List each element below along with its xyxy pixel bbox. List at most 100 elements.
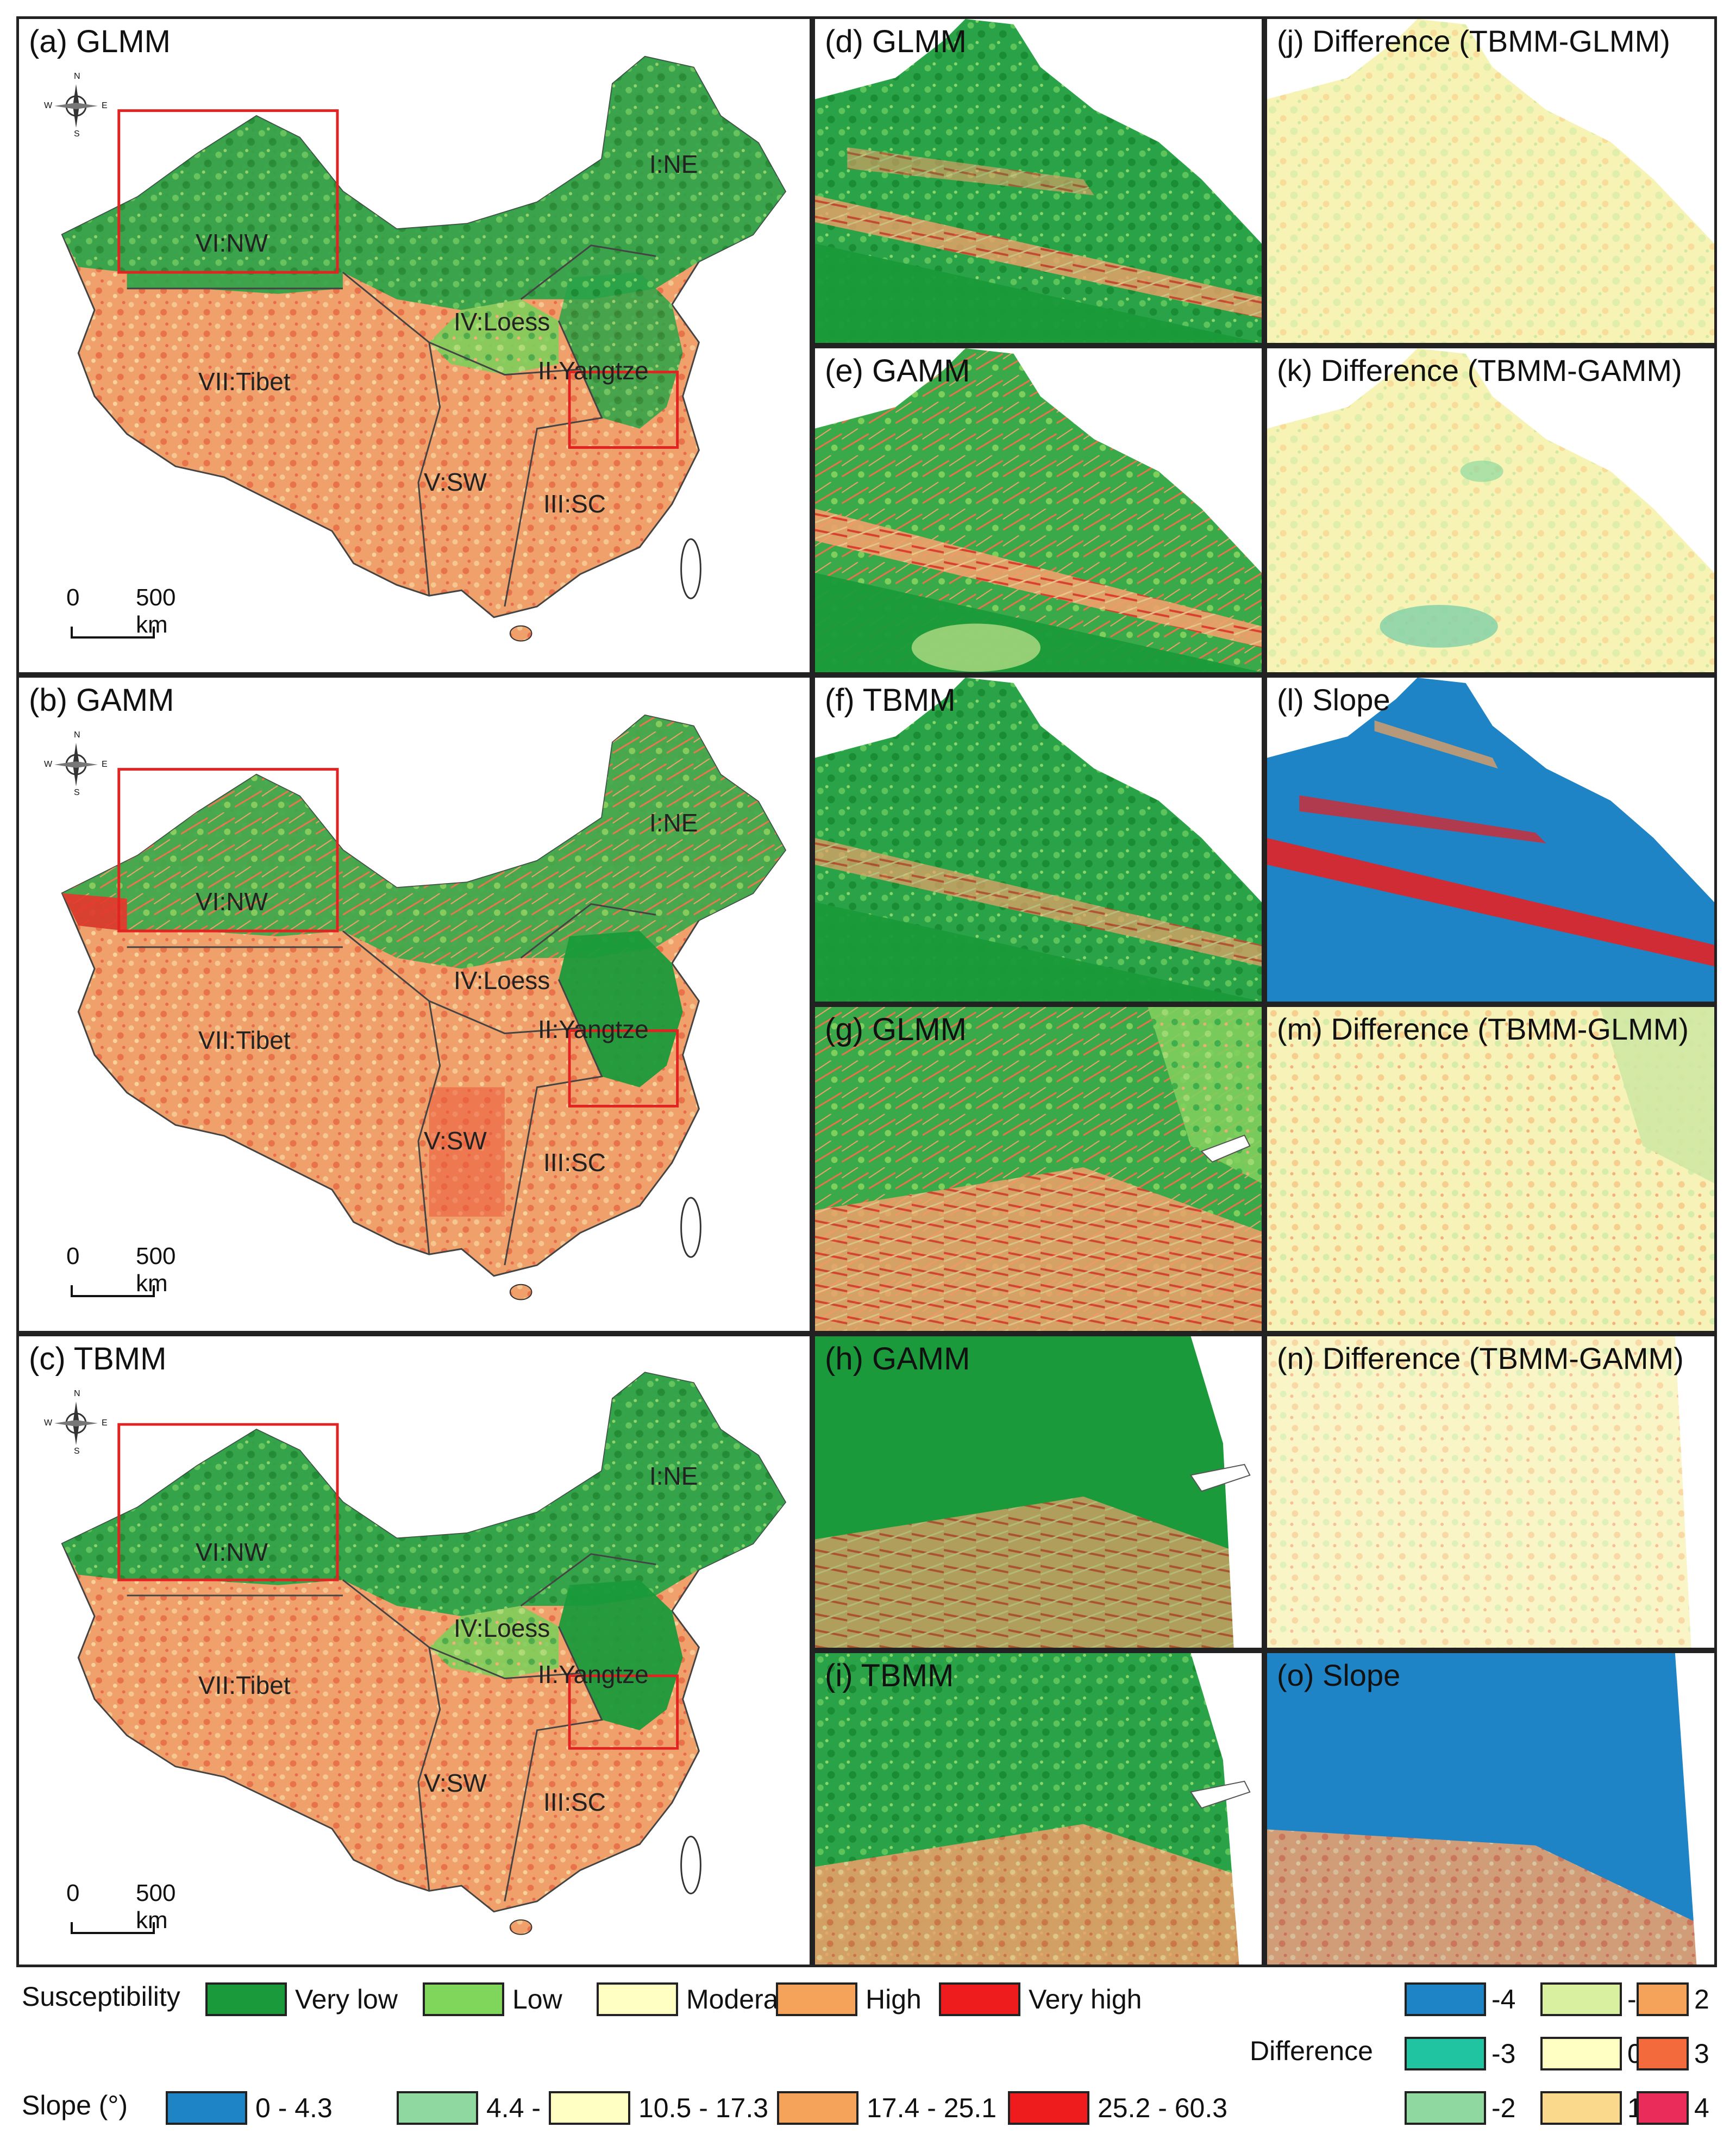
inset-panel-k: (k) Difference (TBMM-GAMM) bbox=[1264, 346, 1717, 675]
legend-slope-4-label: 25.2 - 60.3 bbox=[1098, 2093, 1228, 2123]
region-nw: VI:NW bbox=[196, 1538, 268, 1566]
legend-difference-6-label: 2 bbox=[1694, 1984, 1709, 2015]
inset-panel-l: (l) Slope bbox=[1264, 675, 1717, 1004]
compass-e: E bbox=[102, 1418, 108, 1428]
compass-n: N bbox=[74, 1389, 80, 1398]
legend-difference-8-swatch bbox=[1637, 2091, 1689, 2125]
legend-difference-7-label: 3 bbox=[1694, 2038, 1709, 2069]
compass-w: W bbox=[44, 101, 53, 110]
map-panel-b: (b) GAMM N S W E I:NE VI:NW IV:Loess II:… bbox=[16, 675, 812, 1334]
compass-e: E bbox=[102, 760, 108, 769]
legend-difference-5-swatch bbox=[1540, 2091, 1622, 2125]
legend-susceptibility-4-swatch bbox=[939, 1982, 1020, 2016]
panel-label-e: (e) GAMM bbox=[825, 353, 970, 389]
region-loess: IV:Loess bbox=[454, 966, 550, 994]
compass-n: N bbox=[74, 72, 80, 81]
inset-panel-g: (g) GLMM bbox=[812, 1004, 1264, 1334]
compass-icon: N S W E bbox=[44, 730, 108, 797]
region-loess: IV:Loess bbox=[454, 1614, 550, 1642]
panel-label-a: (a) GLMM bbox=[29, 24, 171, 59]
map-panel-c: (c) TBMM N S W E I:NE VI:NW IV:Loess II:… bbox=[16, 1334, 812, 1967]
legend-difference-2-label: -2 bbox=[1491, 2093, 1516, 2123]
region-tibet: VII:Tibet bbox=[198, 1671, 291, 1699]
scale-zero: 0 bbox=[66, 584, 80, 611]
inset-panel-f: (f) TBMM bbox=[812, 675, 1264, 1004]
region-sc: III:SC bbox=[543, 490, 606, 518]
inset-panel-h: (h) GAMM bbox=[812, 1334, 1264, 1650]
legend-susceptibility-0-label: Very low bbox=[295, 1984, 398, 2015]
legend-difference-4-swatch bbox=[1540, 2037, 1622, 2070]
legend-difference-8-label: 4 bbox=[1694, 2093, 1709, 2123]
map-panel-a: (a) GLMM N S W E I:NE VI:NW IV:Loess II:… bbox=[16, 16, 812, 675]
legend-slope-3-label: 17.4 - 25.1 bbox=[867, 2093, 997, 2123]
legend-slope-2-label: 10.5 - 17.3 bbox=[638, 2093, 769, 2123]
legend-susceptibility-2-swatch bbox=[597, 1982, 678, 2016]
panel-label-h: (h) GAMM bbox=[825, 1341, 970, 1377]
compass-e: E bbox=[102, 101, 108, 110]
legend-difference-0-swatch bbox=[1405, 1982, 1486, 2016]
panel-label-b: (b) GAMM bbox=[29, 683, 174, 718]
inset-panel-e: (e) GAMM bbox=[812, 346, 1264, 675]
panel-label-o: (o) Slope bbox=[1277, 1658, 1401, 1692]
panel-label-k: (k) Difference (TBMM-GAMM) bbox=[1277, 353, 1682, 387]
inset-panel-d: (d) GLMM bbox=[812, 16, 1264, 346]
legend-susceptibility-4-label: Very high bbox=[1029, 1984, 1142, 2015]
legend-susceptibility-title: Susceptibility bbox=[22, 1981, 180, 2012]
region-yangtze: II:Yangtze bbox=[538, 1660, 649, 1688]
compass-icon: N S W E bbox=[44, 1389, 108, 1456]
panel-label-d: (d) GLMM bbox=[825, 24, 967, 59]
compass-s: S bbox=[74, 788, 80, 797]
region-tibet: VII:Tibet bbox=[198, 1026, 291, 1054]
legend-slope-title: Slope (°) bbox=[22, 2090, 128, 2120]
region-ne: I:NE bbox=[649, 1462, 698, 1490]
inset-panel-j: (j) Difference (TBMM-GLMM) bbox=[1264, 16, 1717, 346]
legend-slope-3-swatch bbox=[777, 2091, 858, 2125]
legend-slope-2-swatch bbox=[549, 2091, 630, 2125]
compass-icon: N S W E bbox=[44, 72, 108, 139]
china-map-b bbox=[61, 714, 787, 1300]
legend-difference-6-swatch bbox=[1637, 1982, 1689, 2016]
scale-distance: 500 km bbox=[136, 584, 176, 638]
panel-label-m: (m) Difference (TBMM-GLMM) bbox=[1277, 1012, 1689, 1046]
panel-label-g: (g) GLMM bbox=[825, 1012, 967, 1047]
scale-distance: 500 km bbox=[136, 1880, 176, 1934]
legend-slope-1-swatch bbox=[397, 2091, 478, 2125]
region-sw: V:SW bbox=[424, 1769, 487, 1797]
china-map-c bbox=[61, 1372, 787, 1935]
region-sc: III:SC bbox=[543, 1788, 606, 1816]
region-nw: VI:NW bbox=[196, 887, 268, 916]
legend-susceptibility-3-swatch bbox=[776, 1982, 857, 2016]
region-nw: VI:NW bbox=[196, 229, 268, 257]
region-loess: IV:Loess bbox=[454, 308, 550, 336]
region-ne: I:NE bbox=[649, 809, 698, 837]
panel-label-f: (f) TBMM bbox=[825, 683, 956, 718]
panel-label-l: (l) Slope bbox=[1277, 683, 1390, 717]
inset-panel-n: (n) Difference (TBMM-GAMM) bbox=[1264, 1334, 1717, 1650]
scale-distance: 500 km bbox=[136, 1243, 176, 1297]
scale-zero: 0 bbox=[66, 1880, 80, 1906]
compass-n: N bbox=[74, 730, 80, 740]
compass-w: W bbox=[44, 1418, 53, 1428]
legend-slope-0-label: 0 - 4.3 bbox=[255, 2093, 333, 2123]
inset-panel-o: (o) Slope bbox=[1264, 1650, 1717, 1967]
legend-susceptibility-0-swatch bbox=[205, 1982, 287, 2016]
legend-difference-0-label: -4 bbox=[1491, 1984, 1516, 2015]
region-sw: V:SW bbox=[424, 1127, 487, 1155]
legend-slope-0-swatch bbox=[166, 2091, 247, 2125]
legend-difference-title: Difference bbox=[1250, 2036, 1373, 2066]
region-sw: V:SW bbox=[424, 468, 487, 496]
legend-difference-3-swatch bbox=[1540, 1982, 1622, 2016]
scale-zero: 0 bbox=[66, 1243, 80, 1269]
legend-slope-4-swatch bbox=[1008, 2091, 1089, 2125]
legend-difference-7-swatch bbox=[1637, 2037, 1689, 2070]
compass-s: S bbox=[74, 1447, 80, 1456]
legend-difference-1-swatch bbox=[1405, 2037, 1486, 2070]
panel-label-n: (n) Difference (TBMM-GAMM) bbox=[1277, 1341, 1684, 1375]
inset-panel-i: (i) TBMM bbox=[812, 1650, 1264, 1967]
china-map-a bbox=[61, 55, 787, 642]
region-tibet: VII:Tibet bbox=[198, 367, 291, 396]
scale-bar: 0 500 km bbox=[66, 1243, 212, 1303]
panel-label-j: (j) Difference (TBMM-GLMM) bbox=[1277, 24, 1670, 58]
legend-susceptibility-1-swatch bbox=[423, 1982, 504, 2016]
legend-difference-2-swatch bbox=[1405, 2091, 1486, 2125]
